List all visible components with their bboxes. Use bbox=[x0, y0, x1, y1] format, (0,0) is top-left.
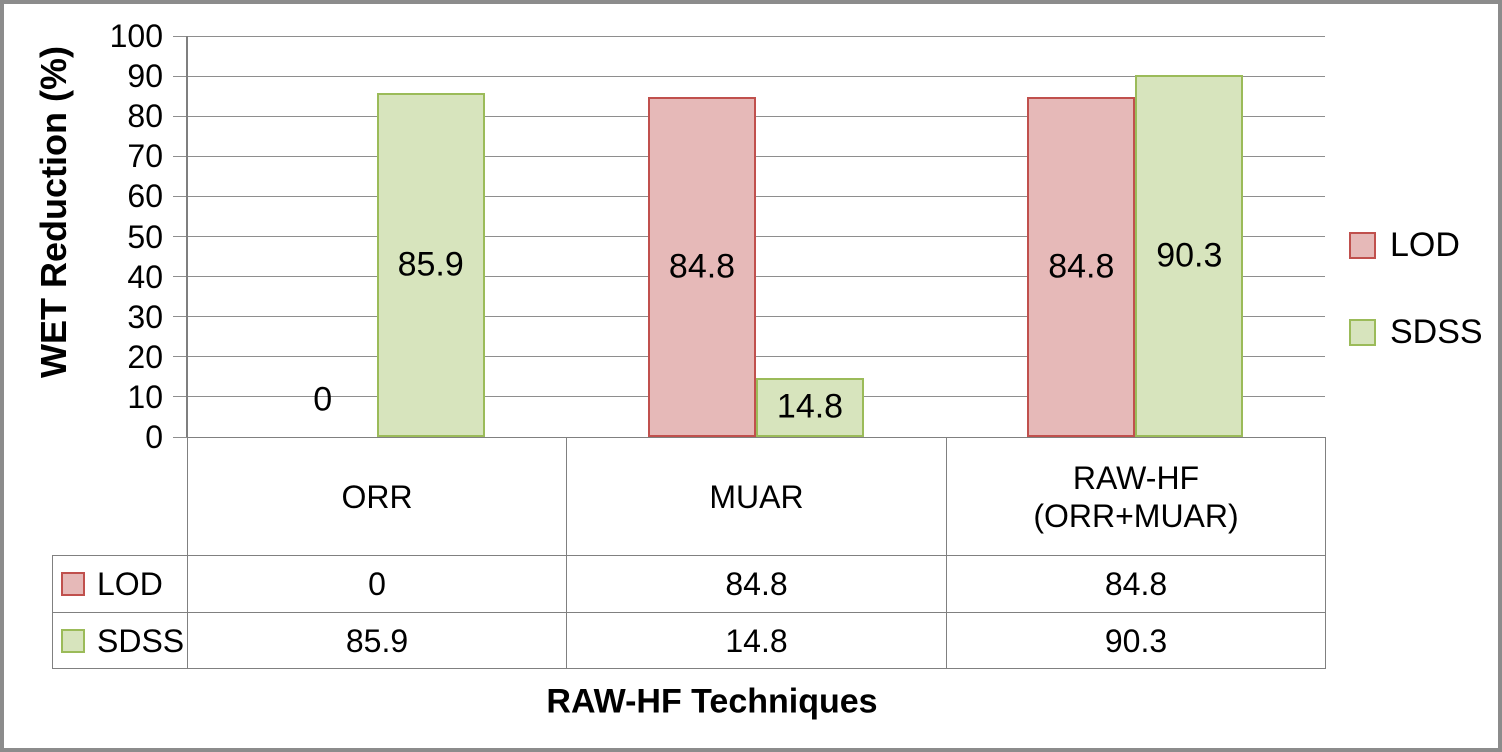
bar-value-label: 85.9 bbox=[397, 245, 464, 284]
y-tick-label: 100 bbox=[109, 18, 163, 54]
y-tick-label: 0 bbox=[145, 419, 163, 455]
table-row-label: SDSS bbox=[97, 622, 185, 659]
y-tick-label: 50 bbox=[127, 218, 163, 255]
table-cell-lod-2: 84.8 bbox=[946, 555, 1326, 613]
table-row-header-sdss: SDSS bbox=[52, 612, 188, 669]
bar-lod-2 bbox=[1027, 96, 1136, 437]
bar-value-label: 0 bbox=[313, 380, 333, 419]
bar-sdss-2 bbox=[1135, 74, 1244, 437]
legend-swatch-lod bbox=[1349, 232, 1376, 259]
table-cell-sdss-1: 14.8 bbox=[566, 612, 947, 669]
y-tick-label: 40 bbox=[127, 258, 163, 295]
bar-value-label: 90.3 bbox=[1156, 236, 1223, 275]
legend-item-sdss: SDSS bbox=[1349, 313, 1483, 352]
category-cell-2: RAW-HF (ORR+MUAR) bbox=[946, 437, 1326, 556]
bar-lod-1 bbox=[648, 96, 756, 437]
table-cell-lod-0: 0 bbox=[187, 555, 567, 613]
table-cell-sdss-2: 90.3 bbox=[946, 612, 1326, 669]
table-row-header-lod: LOD bbox=[52, 555, 188, 613]
y-tick-label: 80 bbox=[127, 98, 163, 135]
y-tick-label: 90 bbox=[127, 58, 163, 95]
table-cell-lod-1: 84.8 bbox=[566, 555, 947, 613]
plot-area: 100 90 80 70 60 50 40 30 20 10 0 0 84.8 84.8 85.9 14.8 9… bbox=[4, 4, 1498, 748]
bar-sdss-1 bbox=[756, 377, 864, 437]
y-tick-label: 30 bbox=[127, 298, 163, 335]
y-tick-label: 20 bbox=[127, 338, 163, 375]
table-cell-sdss-0: 85.9 bbox=[187, 612, 567, 669]
bar-sdss-0 bbox=[376, 92, 485, 437]
category-cell-0: ORR bbox=[187, 437, 567, 556]
bar-value-label: 84.8 bbox=[1048, 247, 1115, 286]
bar-value-label: 14.8 bbox=[776, 387, 844, 426]
y-tick-label: 70 bbox=[127, 138, 163, 175]
legend-label: SDSS bbox=[1390, 313, 1483, 351]
legend-swatch-sdss bbox=[61, 628, 85, 653]
x-axis-title: RAW-HF Techniques bbox=[546, 682, 878, 721]
legend-label: LOD bbox=[1390, 226, 1460, 264]
y-tick-label: 60 bbox=[127, 178, 163, 215]
legend-swatch-sdss bbox=[1349, 319, 1376, 346]
y-axis-title: WET Reduction (%) bbox=[33, 46, 74, 378]
legend-item-lod: LOD bbox=[1349, 226, 1460, 265]
gridline bbox=[173, 75, 1325, 77]
table-row-label: LOD bbox=[97, 566, 163, 602]
bar-value-label: 84.8 bbox=[668, 247, 736, 286]
gridline bbox=[173, 35, 1325, 37]
legend-swatch-lod bbox=[61, 572, 85, 596]
category-cell-1: MUAR bbox=[566, 437, 947, 556]
y-axis-line bbox=[186, 36, 188, 437]
y-tick-label: 10 bbox=[127, 378, 163, 415]
